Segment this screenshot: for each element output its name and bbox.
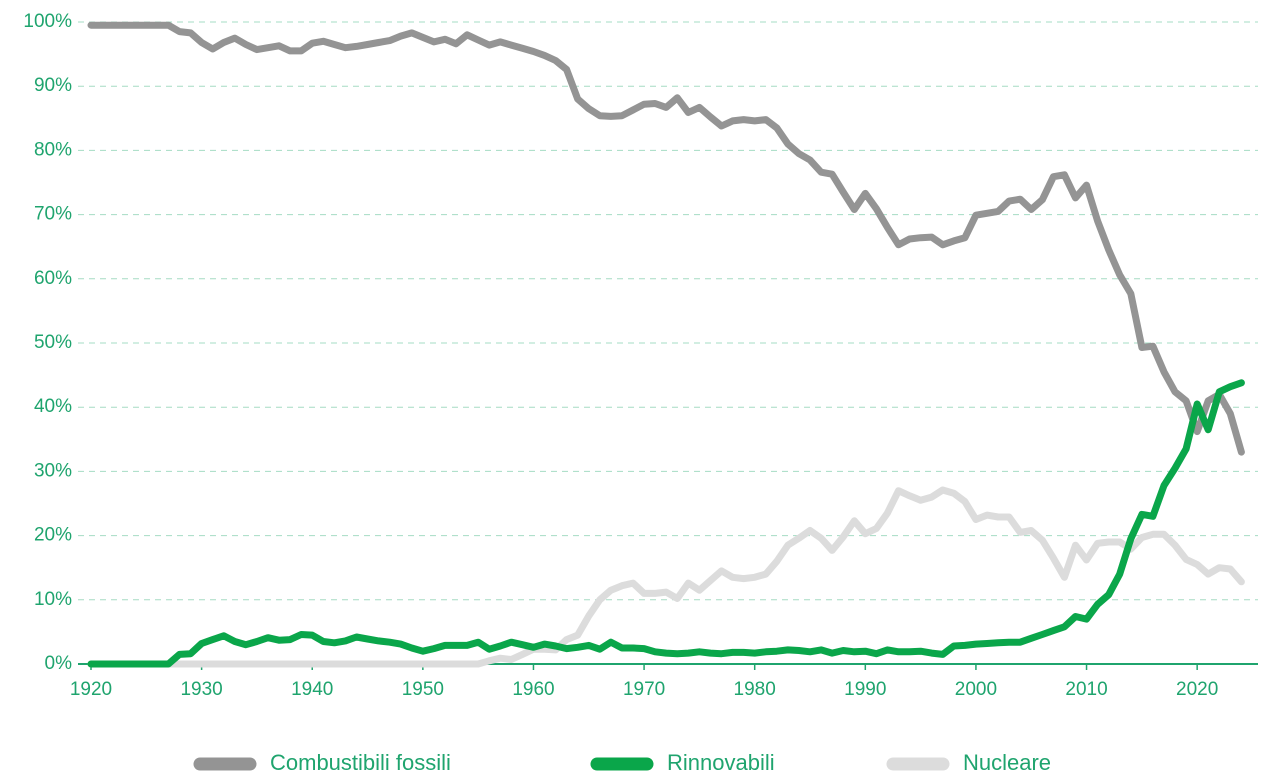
x-tick-label: 1990 <box>844 679 886 700</box>
x-tick-label: 1950 <box>402 679 444 700</box>
y-tick-label: 70% <box>34 204 72 225</box>
legend-label: Rinnovabili <box>667 750 775 775</box>
y-tick-label: 50% <box>34 332 72 353</box>
series-line <box>87 379 1245 668</box>
series-line <box>87 21 1245 456</box>
y-tick-label: 0% <box>45 653 73 674</box>
x-tick-label: 1920 <box>70 679 112 700</box>
y-tick-label: 60% <box>34 268 72 289</box>
x-tick-label: 1980 <box>734 679 776 700</box>
x-tick-label: 1940 <box>291 679 333 700</box>
legend-label: Combustibili fossili <box>270 750 451 775</box>
x-tick-label: 2010 <box>1065 679 1107 700</box>
y-tick-label: 40% <box>34 396 72 417</box>
x-tick-label: 2000 <box>955 679 997 700</box>
x-tick-label: 1930 <box>180 679 222 700</box>
legend-label: Nucleare <box>963 750 1051 775</box>
y-tick-label: 90% <box>34 75 72 96</box>
x-tick-label: 1960 <box>512 679 554 700</box>
y-tick-label: 10% <box>34 589 72 610</box>
y-tick-label: 80% <box>34 139 72 160</box>
series-line <box>87 486 1245 668</box>
x-tick-label: 2020 <box>1176 679 1218 700</box>
y-tick-label: 30% <box>34 460 72 481</box>
x-tick-label: 1970 <box>623 679 665 700</box>
y-tick-label: 100% <box>23 11 72 32</box>
y-tick-label: 20% <box>34 525 72 546</box>
